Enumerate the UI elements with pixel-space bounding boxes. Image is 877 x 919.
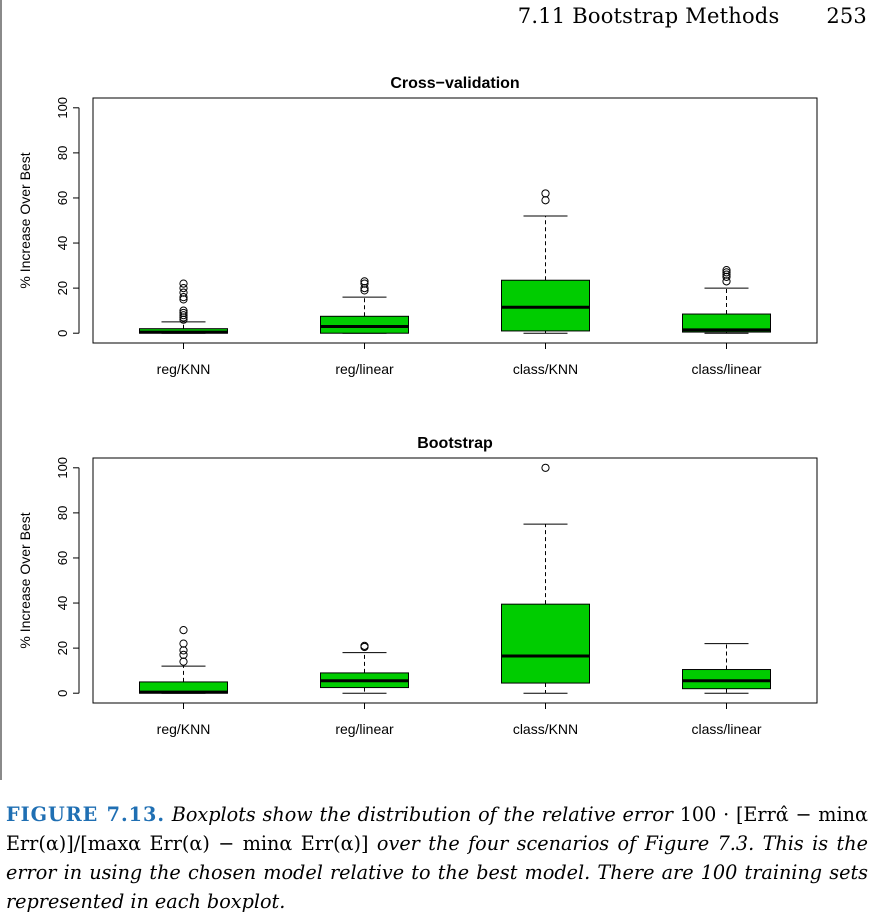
chart0-plot-frame [92, 97, 818, 344]
chart0-y-tick-label: 100 [55, 97, 70, 119]
cross-validation-boxplot: Cross−validation 0 20 40 60 80 100 % Increase O… [17, 75, 818, 377]
chart1-y-tick-label: 20 [55, 641, 70, 655]
chart0-x-tick-label: class/KNN [513, 361, 578, 377]
caption-text-before: Boxplots show the distribution of the re… [171, 803, 673, 826]
bootstrap-boxplot: Bootstrap 0 20 40 60 80 100 % Increase Over Bes… [17, 435, 818, 737]
chart0-outlier-point [179, 284, 188, 293]
chart1-outlier-point [360, 641, 369, 650]
section-title: 7.11 Bootstrap Methods [517, 4, 780, 28]
chart0-box [320, 315, 409, 334]
chart1-plot-frame [92, 457, 818, 704]
chart0-outlier-point [541, 196, 550, 205]
chart0-outlier-point [179, 279, 188, 288]
chart0-box [501, 279, 590, 332]
figure-caption: FIGURE 7.13. Boxplots show the distribut… [6, 800, 868, 916]
chart0-outlier-point [360, 277, 369, 286]
chart1-outlier-point [179, 625, 188, 635]
chart0-y-tick-label: 60 [55, 191, 70, 205]
chart0-y-tick-label: 0 [55, 330, 70, 337]
chart0-outlier-point [179, 306, 188, 315]
chart0-x-tick-label: reg/KNN [157, 361, 211, 377]
chart0-title: Cross−validation [390, 75, 519, 92]
chart1-y-tick-label: 0 [55, 690, 70, 697]
running-head: 7.11 Bootstrap Methods 253 [518, 4, 867, 28]
chart0-outlier-point [541, 189, 550, 198]
chart0-outlier-point [722, 268, 731, 277]
chart1-x-tick-label: class/KNN [513, 721, 578, 737]
chart0-outlier-point [360, 279, 369, 288]
caption-formula: 100 · [Errα̂ − minα Err(α)]/[maxα Err(α)… [6, 803, 868, 855]
chart0-y-tick-label: 40 [55, 236, 70, 250]
chart1-outlier-point [179, 650, 188, 659]
chart0-outlier-point [179, 293, 188, 302]
chart0-outlier-point [722, 265, 731, 275]
chart0-y-axis-label: % Increase Over Best [17, 152, 33, 288]
page-number: 253 [826, 4, 867, 28]
chart1-x-tick-label: reg/linear [335, 721, 394, 737]
chart1-title: Bootstrap [417, 435, 493, 452]
chart0-y-tick-label: 80 [55, 146, 70, 160]
chart1-outlier-point [179, 646, 188, 655]
caption-text-after: over the four scenarios of Figure 7.3. T… [6, 832, 868, 913]
chart0-outlier-point [179, 311, 188, 320]
chart0-outlier-point [179, 308, 188, 318]
figure-label: FIGURE 7.13. [6, 803, 166, 826]
chart1-y-tick-label: 40 [55, 596, 70, 610]
chart1-y-tick-label: 100 [55, 457, 70, 479]
chart1-box [682, 669, 771, 690]
chart0-y-tick-label: 20 [55, 281, 70, 295]
page-left-rule [0, 0, 2, 780]
chart1-outlier-point [541, 463, 550, 472]
chart1-outlier-point [179, 639, 188, 648]
chart1-box [501, 603, 590, 684]
chart0-outlier-point [179, 288, 188, 297]
chart1-y-tick-label: 60 [55, 551, 70, 565]
chart1-outlier-point [179, 657, 188, 666]
chart0-x-tick-label: reg/linear [335, 361, 394, 377]
chart1-x-tick-label: reg/KNN [157, 721, 211, 737]
chart0-box [682, 313, 771, 333]
chart0-x-tick-label: class/linear [691, 361, 761, 377]
chart0-outlier-point [722, 270, 731, 279]
chart1-y-tick-label: 80 [55, 506, 70, 520]
chart1-x-tick-label: class/linear [691, 721, 761, 737]
chart1-y-axis-label: % Increase Over Best [17, 512, 33, 648]
